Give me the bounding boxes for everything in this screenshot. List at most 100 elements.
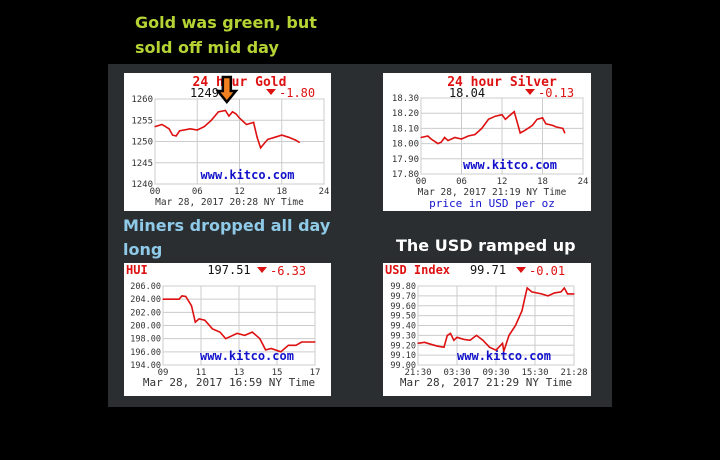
chart-title: HUI bbox=[126, 263, 148, 277]
down-triangle-icon bbox=[525, 89, 535, 95]
data-point bbox=[531, 124, 533, 126]
data-point bbox=[430, 138, 432, 140]
usd-caption: The USD ramped up bbox=[396, 236, 576, 255]
data-point bbox=[256, 136, 258, 138]
data-point bbox=[417, 342, 419, 344]
x-tick-label: 18 bbox=[537, 177, 548, 187]
data-point bbox=[526, 287, 528, 289]
change-value: -6.33 bbox=[270, 264, 306, 278]
data-point bbox=[564, 132, 566, 134]
data-point bbox=[259, 338, 261, 340]
data-point bbox=[540, 293, 543, 295]
y-tick-label: 18.20 bbox=[392, 109, 419, 119]
data-point bbox=[301, 341, 303, 343]
timestamp: Mar 28, 2017 21:29 NY Time bbox=[400, 376, 572, 389]
data-point bbox=[437, 143, 439, 145]
x-tick-label: 00 bbox=[150, 187, 161, 197]
miners-caption: Miners dropped all day long bbox=[123, 216, 331, 259]
data-point bbox=[440, 141, 442, 143]
data-point bbox=[168, 128, 170, 130]
y-tick-label: 99.00 bbox=[390, 361, 416, 371]
data-point bbox=[514, 324, 517, 327]
data-point bbox=[175, 135, 177, 137]
units-label: price in USD per oz bbox=[429, 197, 555, 210]
timestamp: Mar 28, 2017 16:59 NY Time bbox=[143, 376, 315, 389]
y-tick-label: 17.80 bbox=[392, 170, 419, 180]
y-tick-label: 17.90 bbox=[392, 155, 419, 165]
data-point bbox=[161, 123, 163, 126]
data-point bbox=[211, 328, 213, 330]
data-point bbox=[547, 295, 549, 297]
data-point bbox=[488, 346, 491, 348]
chart-title: USD Index bbox=[385, 263, 450, 277]
y-tick-label: 194.00 bbox=[130, 361, 161, 371]
data-point bbox=[474, 133, 476, 136]
y-tick-label: 1250 bbox=[131, 138, 153, 148]
data-point bbox=[217, 111, 219, 113]
y-tick-label: 99.60 bbox=[390, 302, 416, 312]
data-point bbox=[245, 123, 248, 126]
data-point bbox=[525, 129, 527, 131]
data-point bbox=[456, 336, 458, 338]
data-point bbox=[501, 114, 503, 116]
x-tick-label: 00 bbox=[416, 177, 427, 187]
y-tick-label: 1255 bbox=[131, 116, 153, 126]
data-point bbox=[560, 291, 562, 293]
data-point bbox=[189, 128, 191, 130]
data-point bbox=[225, 338, 227, 340]
data-point bbox=[566, 293, 569, 295]
data-point bbox=[251, 331, 253, 333]
data-point bbox=[462, 338, 465, 340]
data-point bbox=[494, 115, 496, 117]
y-tick-label: 99.10 bbox=[390, 351, 416, 361]
price-value: 99.71 bbox=[470, 263, 506, 277]
data-point bbox=[219, 331, 221, 333]
data-point bbox=[446, 334, 448, 336]
price-value: 1249 bbox=[190, 86, 219, 100]
data-point bbox=[198, 318, 200, 320]
y-tick-label: 200.00 bbox=[130, 322, 161, 332]
data-point bbox=[481, 127, 483, 129]
data-point bbox=[231, 111, 234, 113]
data-point bbox=[172, 134, 174, 136]
silver-chart: 24 hour Silver 18.04 -0.13 00 06 12 18 24 17.80 1… bbox=[383, 73, 591, 211]
data-point bbox=[449, 332, 452, 334]
x-tick-label: 21:28 bbox=[560, 368, 587, 378]
y-tick-label: 198.00 bbox=[130, 335, 161, 345]
y-tick-label: 204.00 bbox=[130, 295, 161, 305]
data-point bbox=[267, 138, 269, 140]
data-point bbox=[281, 134, 283, 136]
y-tick-label: 99.20 bbox=[390, 341, 416, 351]
data-point bbox=[270, 347, 272, 350]
hui-chart: HUI 197.51 -6.33 09 11 13 15 17 194.00 196.00 198.… bbox=[124, 263, 331, 396]
x-tick-label: 24 bbox=[319, 187, 330, 197]
data-point bbox=[553, 292, 556, 294]
data-point bbox=[453, 339, 455, 341]
data-point bbox=[288, 136, 290, 138]
data-point bbox=[252, 121, 255, 123]
data-point bbox=[513, 111, 515, 113]
x-tick-label: 09:30 bbox=[482, 368, 509, 378]
y-tick-label: 99.70 bbox=[390, 292, 416, 302]
x-tick-label: 06 bbox=[192, 187, 203, 197]
gold-caption-line-1: Gold was green, but bbox=[135, 13, 317, 32]
change-value: -1.80 bbox=[279, 86, 315, 100]
x-tick-label: 11 bbox=[196, 368, 207, 378]
data-point bbox=[447, 139, 449, 142]
x-tick-label: 21:30 bbox=[404, 368, 431, 378]
data-point bbox=[545, 123, 547, 125]
data-point bbox=[443, 346, 445, 348]
data-point bbox=[454, 136, 456, 139]
y-tick-label: 1245 bbox=[131, 159, 153, 169]
data-point bbox=[552, 124, 554, 126]
data-point bbox=[563, 287, 565, 289]
data-point bbox=[162, 298, 164, 300]
data-point bbox=[190, 305, 193, 307]
data-point bbox=[244, 334, 246, 336]
y-tick-label: 196.00 bbox=[130, 348, 161, 358]
watermark: www.kitco.com bbox=[200, 349, 294, 363]
chart-title: 24 hour Gold bbox=[193, 75, 287, 90]
price-value: 197.51 bbox=[207, 263, 250, 277]
gold-caption-line-2: sold off mid day bbox=[135, 38, 279, 57]
data-point bbox=[298, 141, 300, 143]
